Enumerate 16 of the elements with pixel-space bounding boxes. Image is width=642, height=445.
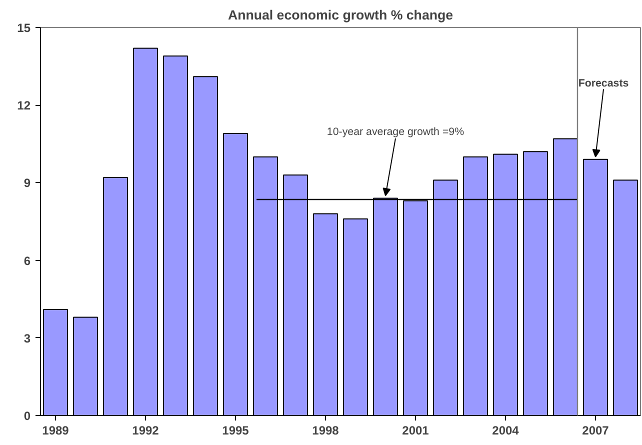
chart-title: Annual economic growth % change bbox=[228, 8, 454, 22]
y-tick-label: 6 bbox=[24, 254, 31, 268]
y-tick-label: 9 bbox=[24, 176, 31, 190]
x-tick-label: 1998 bbox=[312, 424, 340, 438]
y-tick-label: 12 bbox=[17, 98, 31, 113]
x-tick-label: 2004 bbox=[492, 424, 520, 438]
annotation: Forecasts bbox=[578, 77, 629, 90]
x-tick-label: 2007 bbox=[582, 424, 610, 438]
x-tick-label: 1995 bbox=[222, 424, 250, 438]
y-tick-label: 0 bbox=[24, 409, 31, 423]
x-tick-label: 1992 bbox=[132, 424, 160, 438]
annotation: 10-year average growth =9% bbox=[326, 126, 465, 138]
y-tick-label: 3 bbox=[24, 331, 31, 346]
y-tick-label: 15 bbox=[17, 21, 31, 35]
x-tick-label: 1989 bbox=[42, 424, 70, 438]
x-tick-label: 2001 bbox=[402, 424, 430, 438]
